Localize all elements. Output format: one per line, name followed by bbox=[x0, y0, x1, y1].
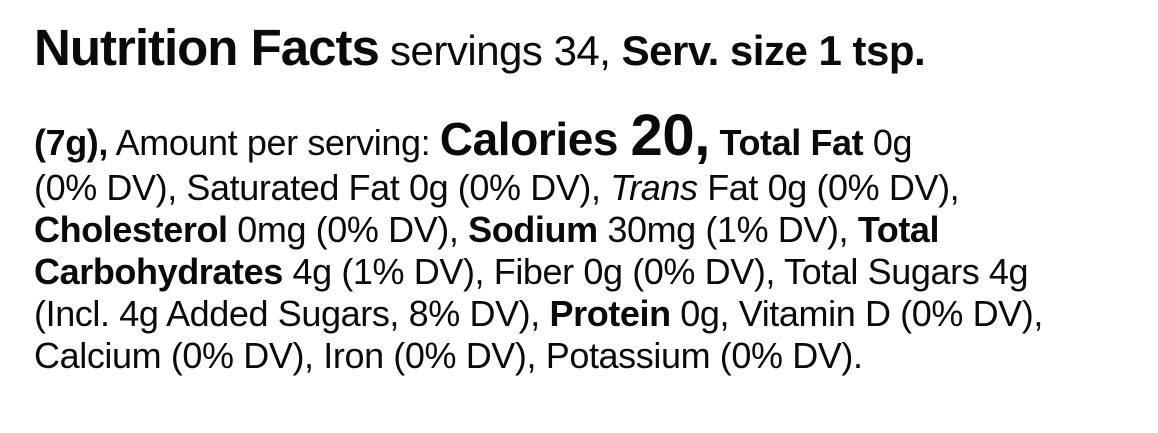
text-segment-bold: Carbohydrates bbox=[34, 250, 283, 292]
text-segment-subtitle-regular: servings 34, bbox=[390, 27, 622, 74]
text-segment-regular: Fat 0g (0% DV), bbox=[697, 166, 960, 208]
text-segment-italic: Trans bbox=[610, 166, 698, 208]
text-segment-regular: 30mg (1% DV), bbox=[597, 208, 858, 250]
text-segment-regular: 4g (1% DV), Fiber 0g (0% DV), Total Suga… bbox=[282, 250, 1029, 292]
text-segment-regular: 0g, Vitamin D (0% DV), bbox=[670, 292, 1043, 334]
text-segment-regular: (0% DV), Saturated Fat 0g (0% DV), bbox=[34, 166, 611, 208]
text-segment-bold: (7g), bbox=[34, 121, 108, 163]
text-segment-regular: Amount per serving: bbox=[108, 121, 440, 163]
nutrition-details-paragraph: (7g), Amount per serving: Calories 20, T… bbox=[34, 102, 1158, 377]
text-segment-regular bbox=[710, 122, 720, 163]
text-segment-bold: Sodium bbox=[468, 208, 598, 250]
text-segment-calories-value: 20, bbox=[630, 102, 711, 168]
text-segment-title: Nutrition Facts bbox=[34, 19, 380, 76]
text-segment-bold: Cholesterol bbox=[34, 208, 228, 250]
text-segment-bold: Protein bbox=[549, 292, 671, 334]
text-segment-subtitle-regular bbox=[379, 27, 390, 74]
label-title-line: Nutrition Facts servings 34, Serv. size … bbox=[34, 16, 1158, 80]
text-segment-bold: Total bbox=[857, 208, 940, 250]
text-segment-regular: 0mg (0% DV), bbox=[227, 208, 469, 250]
text-segment-regular: (Incl. 4g Added Sugars, 8% DV), bbox=[34, 292, 550, 334]
text-segment-regular: Calcium (0% DV), Iron (0% DV), Potassium… bbox=[34, 334, 863, 376]
text-segment-subtitle-bold: Serv. size 1 tsp. bbox=[621, 27, 926, 74]
text-segment-calories-label: Calories bbox=[439, 112, 631, 165]
text-segment-regular: 0g bbox=[863, 121, 913, 163]
text-segment-bold: Total Fat bbox=[719, 121, 864, 163]
